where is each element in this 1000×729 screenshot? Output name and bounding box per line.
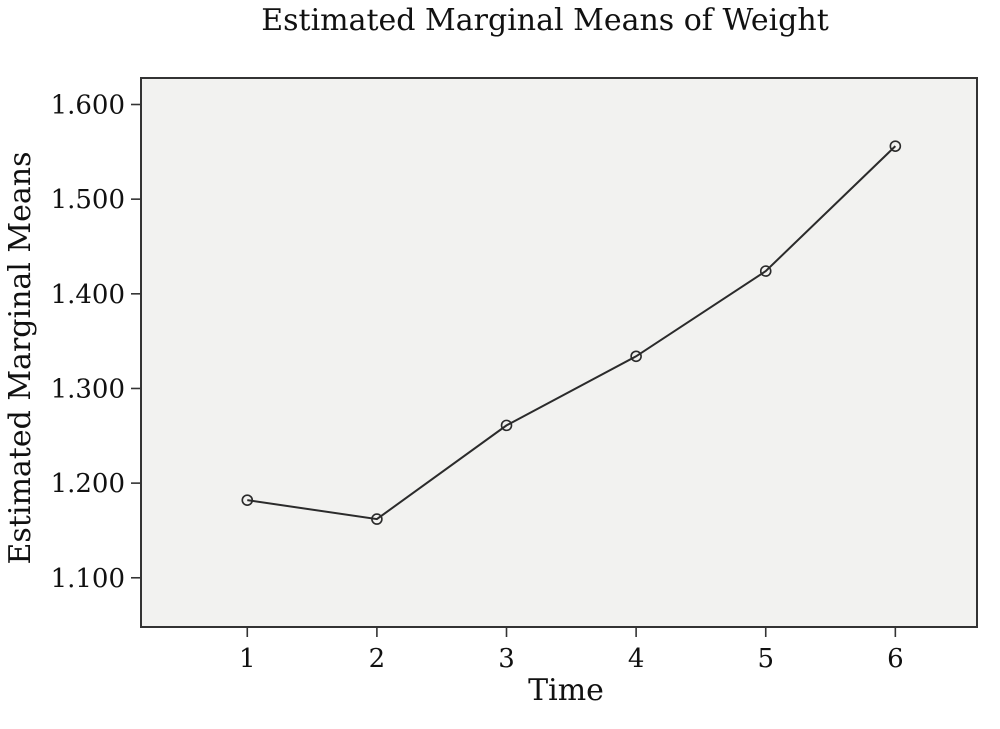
y-tick-label: 1.200 xyxy=(51,469,125,499)
y-axis: 1.100 1.200 1.300 1.400 1.500 1.600 xyxy=(51,91,141,594)
y-tick-label: 1.300 xyxy=(51,374,125,404)
x-tick-label: 6 xyxy=(887,644,904,674)
plot-area xyxy=(140,77,978,628)
x-tick-label: 1 xyxy=(239,644,256,674)
x-tick-label: 4 xyxy=(628,644,645,674)
chart-title: Estimated Marginal Means of Weight xyxy=(261,3,829,38)
x-axis-label: Time xyxy=(528,673,604,708)
data-point xyxy=(371,513,383,525)
x-tick-label: 2 xyxy=(369,644,386,674)
data-point xyxy=(630,350,642,363)
series-layer xyxy=(241,140,902,525)
y-tick-label: 1.600 xyxy=(51,91,125,121)
x-axis: 1 2 3 4 5 6 xyxy=(239,627,904,674)
data-point xyxy=(759,265,772,277)
x-tick-label: 5 xyxy=(757,644,774,674)
series-line xyxy=(247,145,897,521)
data-point xyxy=(241,494,254,506)
data-point xyxy=(889,140,902,152)
x-tick-label: 3 xyxy=(498,644,515,674)
y-tick-label: 1.500 xyxy=(51,185,125,215)
y-tick-label: 1.100 xyxy=(51,564,125,594)
y-axis-label: Estimated Marginal Means xyxy=(3,152,38,565)
y-tick-label: 1.400 xyxy=(51,280,125,310)
data-point xyxy=(500,419,513,432)
